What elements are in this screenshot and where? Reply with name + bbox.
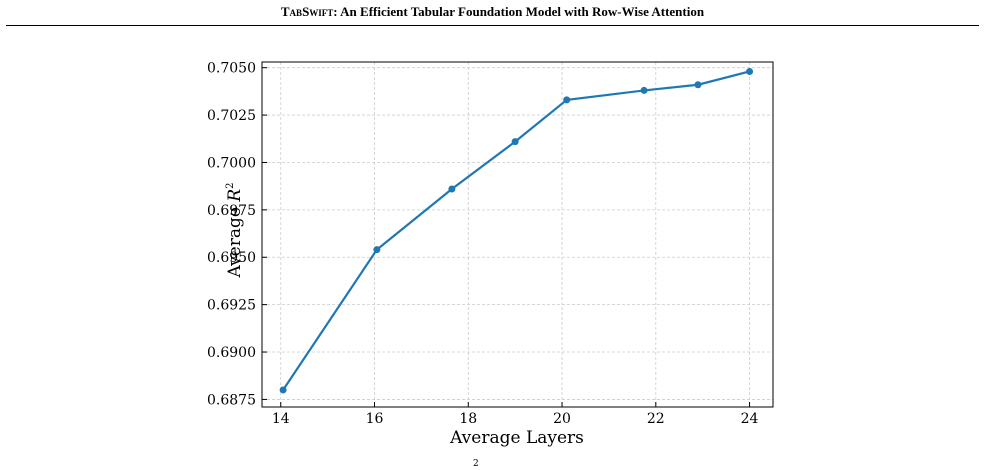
y-tick-label: 0.7025 (207, 108, 256, 124)
y-axis-label: Average R2 (225, 182, 245, 278)
data-point (373, 246, 381, 254)
y-tick-label: 0.7000 (207, 155, 256, 171)
x-tick-label: 24 (741, 411, 759, 427)
y-tick-label: 0.6875 (207, 392, 256, 408)
y-label-exp: 2 (225, 182, 236, 188)
y-tick-label: 0.6950 (207, 250, 256, 266)
y-tick-label: 0.6975 (207, 203, 256, 219)
x-tick-label: 16 (366, 411, 384, 427)
data-point (694, 81, 702, 89)
data-point (563, 96, 571, 104)
y-tick-label: 0.7050 (207, 61, 256, 77)
x-tick-label: 20 (553, 411, 571, 427)
x-tick-label: 14 (272, 411, 290, 427)
x-tick-label: 22 (647, 411, 665, 427)
series-line (282, 70, 750, 391)
y-tick-label: 0.6900 (207, 345, 256, 361)
data-point (279, 386, 287, 394)
header-rule (6, 25, 979, 26)
data-point (640, 86, 648, 94)
data-point (448, 185, 456, 193)
model-name: TabSwift (280, 4, 334, 19)
data-point (511, 138, 519, 146)
x-tick-label: 18 (459, 411, 477, 427)
header-title: : An Efficient Tabular Foundation Model … (333, 4, 705, 19)
x-axis-label: Average Layers (449, 428, 584, 448)
data-point (746, 67, 754, 75)
caption-fragment: 2 (473, 459, 479, 469)
running-header: TabSwift: An Efficient Tabular Foundatio… (0, 4, 985, 20)
y-label-var: R (225, 189, 245, 203)
y-tick-label: 0.6925 (207, 298, 256, 314)
y-label-text: Average (225, 207, 245, 278)
plot-frame (261, 61, 774, 408)
